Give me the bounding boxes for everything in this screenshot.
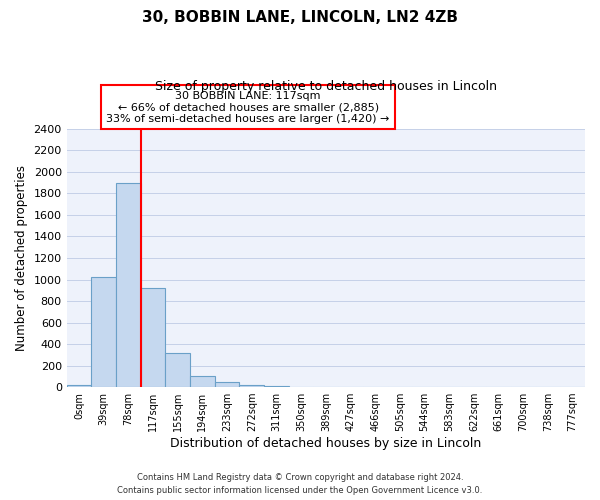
Bar [116, 182, 141, 387]
Bar [239, 385, 264, 387]
Text: Contains HM Land Registry data © Crown copyright and database right 2024.
Contai: Contains HM Land Registry data © Crown c… [118, 474, 482, 495]
Title: Size of property relative to detached houses in Lincoln: Size of property relative to detached ho… [155, 80, 497, 93]
Bar [67, 385, 91, 387]
Bar [91, 278, 116, 387]
X-axis label: Distribution of detached houses by size in Lincoln: Distribution of detached houses by size … [170, 437, 481, 450]
Bar [215, 382, 239, 387]
Y-axis label: Number of detached properties: Number of detached properties [15, 165, 28, 351]
Bar [264, 386, 289, 387]
Text: 30, BOBBIN LANE, LINCOLN, LN2 4ZB: 30, BOBBIN LANE, LINCOLN, LN2 4ZB [142, 10, 458, 25]
Bar [166, 353, 190, 387]
Text: 30 BOBBIN LANE: 117sqm
← 66% of detached houses are smaller (2,885)
33% of semi-: 30 BOBBIN LANE: 117sqm ← 66% of detached… [106, 90, 390, 124]
Bar [190, 376, 215, 387]
Bar [289, 386, 313, 387]
Bar [141, 288, 166, 387]
